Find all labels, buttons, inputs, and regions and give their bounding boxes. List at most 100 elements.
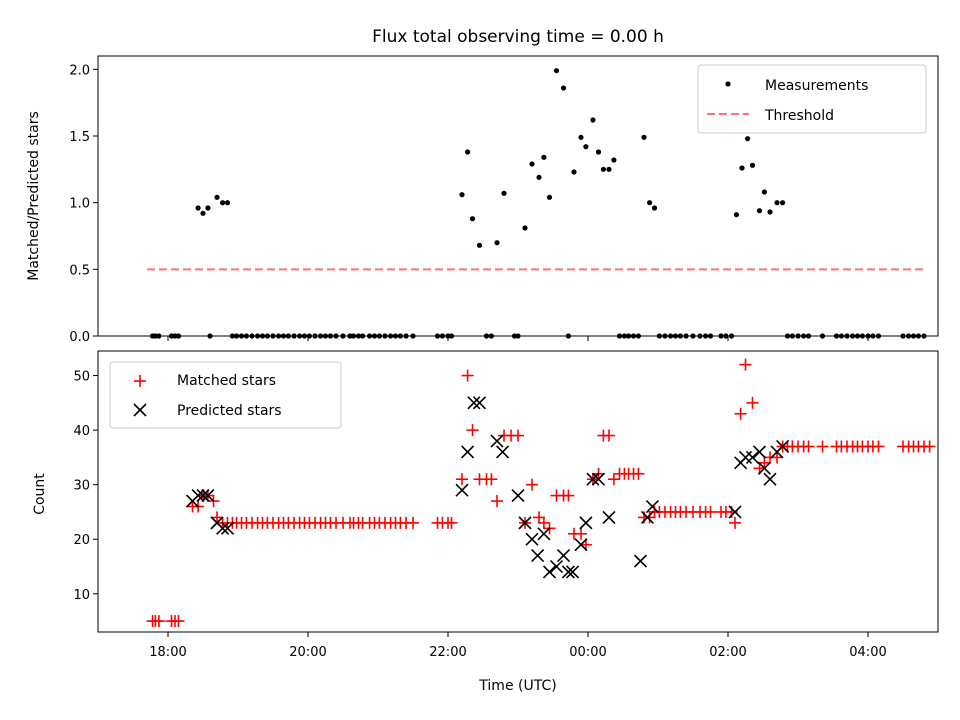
measurement-point xyxy=(780,200,786,206)
matched-star-point xyxy=(512,429,524,442)
measurement-point xyxy=(583,144,589,150)
legend-marker-matched xyxy=(134,375,146,387)
matched-star-point xyxy=(485,473,498,486)
matched-star-point xyxy=(211,511,223,524)
matched-star-point xyxy=(533,511,545,524)
legend-label-threshold: Threshold xyxy=(764,108,834,124)
ratio-y-tick-label: 2.0 xyxy=(69,63,90,78)
predicted-star-point xyxy=(640,510,655,524)
x-tick-label: 22:00 xyxy=(429,645,466,660)
predicted-star-point xyxy=(579,516,593,530)
matched-star-point xyxy=(872,440,885,453)
predicted-star-point xyxy=(525,532,539,546)
predicted-star-point xyxy=(745,450,760,464)
predicted-star-point xyxy=(196,489,210,503)
predicted-star-point xyxy=(461,445,475,459)
measurement-point xyxy=(529,161,535,167)
matched-star-point xyxy=(575,527,587,540)
matched-star-point xyxy=(456,473,468,486)
ratio-panel: 0.00.51.01.52.0 Matched/Predicted stars … xyxy=(26,55,939,345)
x-tick-label: 04:00 xyxy=(849,645,886,660)
predicted-star-point xyxy=(467,396,481,410)
measurement-point xyxy=(205,205,211,211)
count-legend: Matched stars Predicted stars xyxy=(109,361,342,429)
legend-label-measurements: Measurements xyxy=(765,78,868,94)
measurement-point xyxy=(553,68,560,74)
predicted-star-point xyxy=(531,549,545,563)
measurement-point xyxy=(501,190,507,196)
matched-star-point xyxy=(816,440,829,453)
measurement-point xyxy=(220,200,226,206)
count-y-axis-label: Count xyxy=(32,473,48,515)
predicted-star-point xyxy=(455,483,469,497)
measurement-point xyxy=(469,216,476,222)
count-y-tick-label: 30 xyxy=(73,479,90,494)
matched-star-point xyxy=(461,369,474,382)
measurement-point xyxy=(536,174,542,180)
count-y-tick-label: 40 xyxy=(73,424,90,439)
measurement-point xyxy=(522,225,528,231)
matched-star-point xyxy=(607,473,620,486)
measurement-point xyxy=(749,162,756,168)
predicted-star-point xyxy=(191,489,205,503)
matched-star-point xyxy=(802,440,815,453)
predicted-star-point xyxy=(472,396,487,410)
predicted-star-point xyxy=(566,565,580,579)
predicted-star-point xyxy=(216,521,230,535)
measurement-point xyxy=(767,209,773,215)
measurement-point xyxy=(641,134,647,140)
measurement-point xyxy=(745,136,751,142)
measurement-point xyxy=(494,240,500,246)
ratio-y-tick-label: 1.0 xyxy=(69,197,90,212)
measurement-point xyxy=(774,200,780,206)
ratio-panel-frame xyxy=(97,55,939,337)
measurement-point xyxy=(578,134,584,140)
measurement-point xyxy=(200,210,206,216)
predicted-star-point xyxy=(586,472,600,486)
matched-star-point xyxy=(739,358,752,371)
predicted-star-point xyxy=(490,434,504,448)
ratio-legend-box xyxy=(697,64,927,134)
matched-star-point xyxy=(466,424,479,437)
count-y-tick-label: 20 xyxy=(73,533,90,548)
legend-label-predicted: Predicted stars xyxy=(177,403,282,419)
measurement-point xyxy=(224,200,231,206)
predicted-star-point xyxy=(763,472,777,486)
measurement-point xyxy=(739,165,745,171)
measurement-point xyxy=(600,166,607,172)
matched-star-point xyxy=(734,407,747,420)
matched-star-point xyxy=(537,516,550,529)
measurement-point xyxy=(733,212,740,218)
measurement-point xyxy=(476,242,483,248)
ratio-y-tick-label: 1.5 xyxy=(69,130,90,145)
measurement-point xyxy=(761,189,768,195)
predicted-star-point xyxy=(591,472,606,486)
matched-star-point xyxy=(729,516,741,529)
matched-star-point xyxy=(704,505,717,518)
measurement-point xyxy=(541,154,547,160)
count-y-tick-label: 50 xyxy=(73,370,90,385)
predicted-star-point xyxy=(496,445,510,459)
matched-star-point xyxy=(491,495,503,508)
predicted-star-point xyxy=(518,516,532,530)
measurement-point xyxy=(647,200,653,206)
measurement-point xyxy=(590,117,596,123)
legend-marker-measurements xyxy=(725,81,731,87)
matched-star-point xyxy=(445,516,458,529)
measurement-point xyxy=(546,194,553,200)
ratio-y-tick-label: 0.0 xyxy=(69,330,90,345)
matched-star-point xyxy=(152,615,165,628)
predicted-star-point xyxy=(201,489,215,503)
ratio-y-tick-label: 0.5 xyxy=(69,263,90,278)
predicted-star-point xyxy=(561,565,575,579)
predicted-star-point xyxy=(574,538,588,552)
measurement-point xyxy=(611,157,617,163)
measurement-point xyxy=(595,149,602,155)
matched-star-point xyxy=(643,511,656,524)
measurement-point xyxy=(560,85,567,91)
matched-star-point xyxy=(771,451,783,464)
x-tick-label: 00:00 xyxy=(569,645,606,660)
count-panel: 10 20 30 40 50 18:00 20:00 22:00 00:00 02:00 04:0… xyxy=(32,350,939,694)
matched-star-point xyxy=(603,429,615,442)
